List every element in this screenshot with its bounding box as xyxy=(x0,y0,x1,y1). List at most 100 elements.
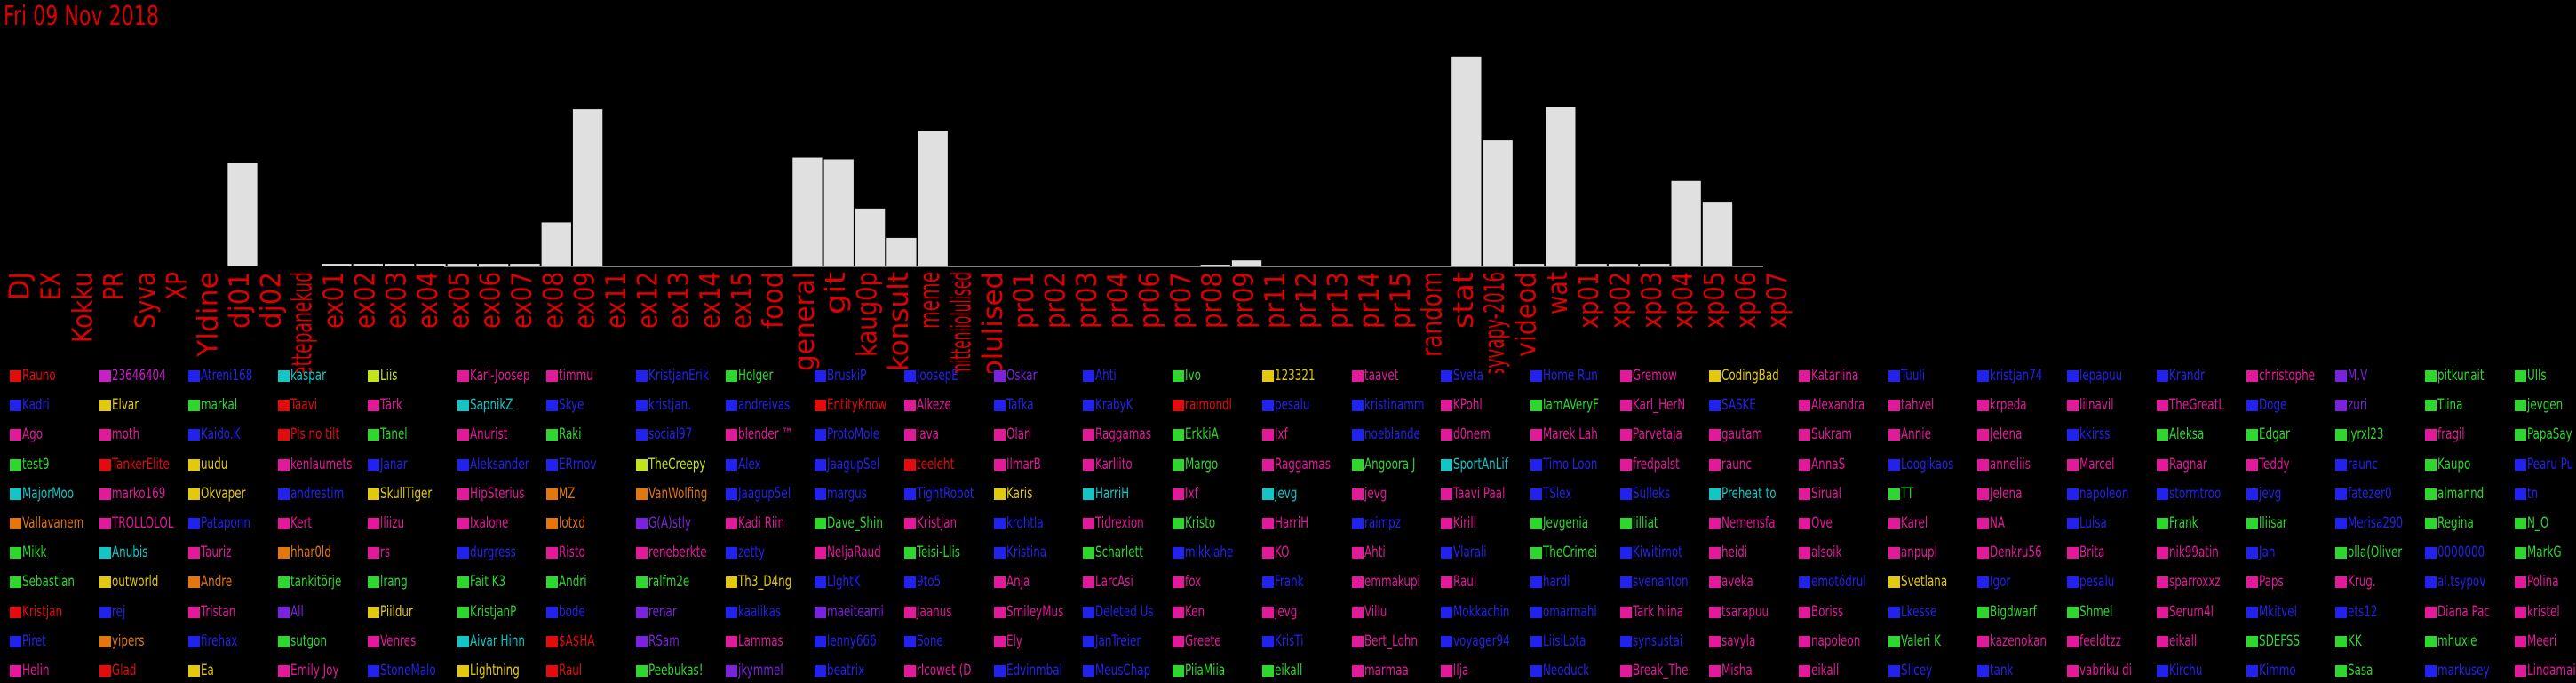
legend-swatch xyxy=(10,547,21,560)
legend-item: lrang xyxy=(360,569,446,594)
page-title: Fri 09 Nov 2018 xyxy=(4,1,159,32)
x-tick-label: ex02 xyxy=(349,272,381,329)
legend-label: M.V xyxy=(2348,367,2368,385)
legend-swatch xyxy=(725,458,737,471)
legend-swatch xyxy=(2067,606,2079,618)
legend-label: voyager94 xyxy=(1453,631,1510,650)
legend-swatch xyxy=(1977,576,1990,589)
legend-swatch xyxy=(815,635,827,647)
legend-label: reneberkte xyxy=(648,544,707,562)
legend-label: Ixalone xyxy=(469,514,508,532)
legend-label: timmu xyxy=(559,367,593,385)
legend-swatch xyxy=(815,576,827,589)
legend-label: teeleht xyxy=(917,455,955,473)
legend-label: Boriss xyxy=(1811,602,1844,621)
legend-item: jyrxl23 xyxy=(2327,422,2413,447)
legend-swatch xyxy=(1888,665,1900,677)
legend-item: maeiteami xyxy=(807,600,893,624)
legend-label: Gremow xyxy=(1632,367,1677,385)
legend-item: Tuuli xyxy=(1880,363,1967,388)
legend-swatch xyxy=(1530,400,1542,412)
legend-swatch xyxy=(1351,458,1364,471)
legend-label: kristjan74 xyxy=(1990,367,2043,385)
legend-label: Tiina xyxy=(2437,396,2463,415)
legend-swatch xyxy=(1261,576,1274,589)
legend-swatch xyxy=(2246,606,2258,618)
legend-swatch xyxy=(1351,518,1364,529)
legend-label: blender ™ xyxy=(737,425,792,444)
x-tick-label: git xyxy=(820,272,852,314)
legend-item: Kaido.K xyxy=(180,422,266,447)
legend-label: jevgen xyxy=(2526,396,2563,415)
legend-item: Sasa xyxy=(2327,658,2413,683)
x-tick-label: ex09 xyxy=(569,272,601,329)
legend-swatch xyxy=(993,576,1006,589)
legend-item: kazenokan xyxy=(1969,629,2055,654)
legend-label: pitkunait xyxy=(2437,367,2485,385)
legend-label: Tafka xyxy=(1006,396,1034,415)
legend-item: tahvel xyxy=(1880,393,1967,417)
legend-swatch xyxy=(904,458,916,471)
legend-label: Mikk xyxy=(22,544,47,562)
legend-item: gautam xyxy=(1701,422,1787,447)
legend-swatch xyxy=(1261,665,1274,677)
legend-label: kristel xyxy=(2526,602,2560,621)
legend-label: JaagupSel xyxy=(827,455,880,473)
legend-swatch xyxy=(1888,429,1900,441)
legend-label: fox xyxy=(1185,573,1202,592)
legend-swatch xyxy=(2424,488,2437,500)
legend-item: Fait K3 xyxy=(449,569,536,594)
bar-ex04 xyxy=(416,264,446,266)
legend-swatch xyxy=(725,635,737,647)
legend-item: kenlaumets xyxy=(270,452,356,477)
legend-swatch xyxy=(993,635,1006,647)
legend-label: lava xyxy=(917,425,939,444)
legend-swatch xyxy=(1351,665,1364,677)
legend-label: Vallavanem xyxy=(22,514,84,532)
legend-label: Dave_Shin xyxy=(827,514,884,532)
legend-swatch xyxy=(1709,429,1721,441)
legend-label: Kristo xyxy=(1185,514,1216,532)
legend-item: Lkesse xyxy=(1880,600,1967,624)
legend-item: Vallavanem xyxy=(2,511,88,536)
legend-item: HarriH xyxy=(1254,511,1340,536)
activity-bar-chart: DJ EX Kokku PR Syva XP Yldine dj01 dj02 ettepanek… xyxy=(4,56,1793,373)
legend-label: G(A)stly xyxy=(648,514,691,532)
legend-label: Nemensfa xyxy=(1721,514,1776,532)
legend-item: kaalikas xyxy=(718,600,804,624)
legend-swatch xyxy=(2246,400,2258,412)
legend-item: Frank xyxy=(2149,511,2235,536)
legend-item: Loogikaos xyxy=(1880,452,1967,477)
legend-item: Lindamai xyxy=(2507,658,2576,683)
legend-label: marko169 xyxy=(111,484,166,503)
legend-label: Pataponn xyxy=(201,514,251,532)
legend-label: KristjanP xyxy=(469,602,516,621)
legend-swatch xyxy=(2424,370,2437,382)
bar-kaug0p xyxy=(855,208,886,266)
legend-swatch xyxy=(1709,458,1721,471)
x-tick-label: meme xyxy=(914,272,946,329)
legend-item: BruskiP xyxy=(807,363,893,388)
legend-item: tsarapuu xyxy=(1701,600,1787,624)
legend-swatch xyxy=(367,665,379,677)
legend-swatch xyxy=(546,576,559,589)
legend-swatch xyxy=(546,400,559,412)
legend-swatch xyxy=(457,665,469,677)
legend-label: firehax xyxy=(201,631,238,650)
legend-label: Vlarali xyxy=(1453,544,1487,562)
legend-item: Piildur xyxy=(360,600,446,624)
legend-label: Jan xyxy=(2258,544,2275,562)
legend-label: Piildur xyxy=(379,602,413,621)
legend-swatch xyxy=(99,488,111,500)
x-tick-label: xp01 xyxy=(1573,272,1605,329)
legend-swatch xyxy=(457,458,469,471)
legend-label: jevg xyxy=(2258,484,2281,503)
legend-label: Ixf xyxy=(1274,425,1288,444)
legend-label: Edvinmbal xyxy=(1006,662,1062,679)
legend-label: Marcel xyxy=(2079,455,2115,473)
legend-item: Deleted Us xyxy=(1075,600,1161,624)
legend-label: llja xyxy=(1453,662,1469,679)
legend-label: margus xyxy=(827,484,868,503)
legend-label: pesalu xyxy=(1274,396,1310,415)
legend-item: Lightning xyxy=(449,658,536,683)
